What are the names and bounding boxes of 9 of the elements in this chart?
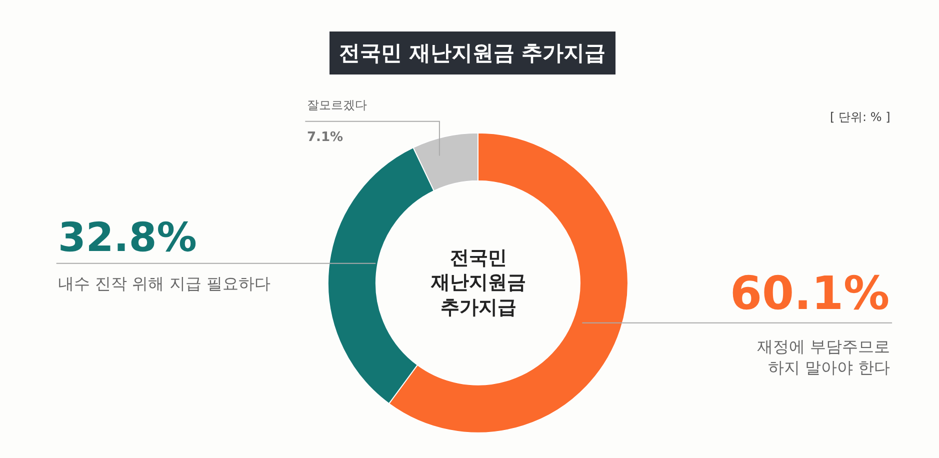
data-label: 7.1% bbox=[307, 130, 344, 145]
slice-label: 잘모르겠다 bbox=[307, 98, 367, 112]
text: [ 단위: % ] bbox=[830, 110, 890, 124]
slice-label: 내수 진작 위해 지급 필요하다 bbox=[58, 274, 270, 293]
data-label: 32.8% bbox=[58, 215, 197, 261]
text: 전국민 재난지원금 추가지급 bbox=[430, 247, 526, 318]
chart-title: 전국민 재난지원금 추가지급 bbox=[339, 41, 606, 65]
data-label: 60.1% bbox=[730, 266, 890, 320]
slice-label: 재정에 부담주므로 하지 말아야 한다 bbox=[757, 337, 890, 377]
